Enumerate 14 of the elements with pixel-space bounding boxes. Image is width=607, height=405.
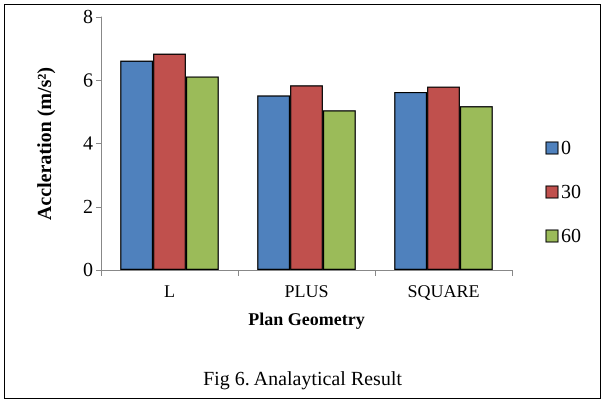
- x-tick-label: PLUS: [284, 281, 329, 301]
- y-tick-label: 8: [83, 6, 93, 28]
- legend-label: 0: [561, 137, 571, 159]
- y-tick-label: 6: [83, 69, 93, 92]
- y-tick-label: 0: [83, 259, 93, 281]
- legend-label: 30: [561, 181, 581, 203]
- x-tick-label: SQUARE: [407, 281, 480, 301]
- y-tick-label: 4: [83, 132, 93, 154]
- x-axis-title: Plan Geometry: [248, 309, 365, 329]
- text: Fig 6. Analaytical Result: [203, 368, 402, 390]
- y-axis-title: Accleration (m/s²): [34, 66, 56, 220]
- x-tick-label: L: [164, 281, 175, 301]
- legend-label: 60: [561, 225, 581, 247]
- y-tick-label: 2: [83, 196, 93, 218]
